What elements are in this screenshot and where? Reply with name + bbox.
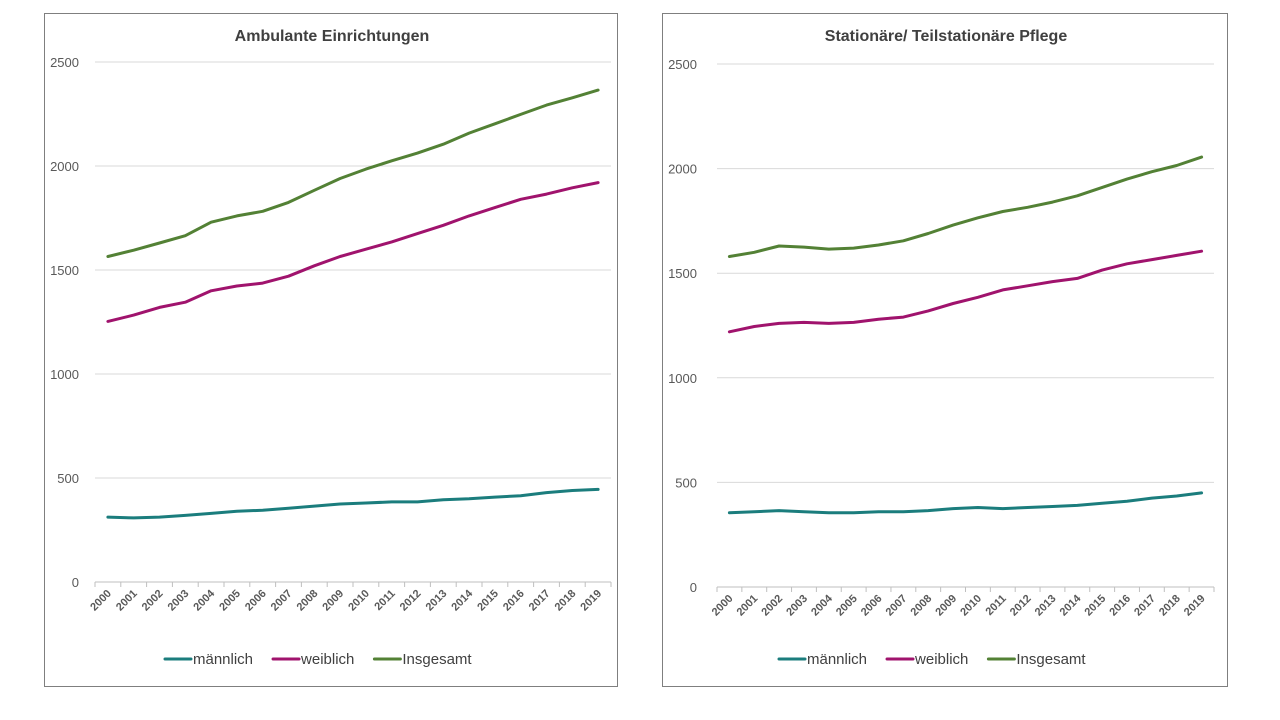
legend-label-2: weiblich: [914, 651, 968, 668]
x-tick-label: 2000: [710, 593, 736, 619]
y-tick-label: 1500: [50, 263, 79, 278]
y-tick-label: 2500: [50, 55, 79, 70]
chart-panel-ambulante: Ambulante Einrichtungen 0 500 1000 1500 2000 2…: [44, 13, 618, 687]
x-tick-label: 2015: [1082, 593, 1108, 619]
x-tick-label: 2015: [475, 588, 501, 614]
y-tick-label: 1000: [668, 371, 697, 386]
x-tick-label: 2002: [759, 593, 785, 619]
x-tick-label: 2008: [295, 588, 321, 614]
legend-label-1: männlich: [193, 651, 253, 668]
x-tick-label: 2010: [958, 593, 984, 619]
x-tick-label: 2019: [578, 588, 604, 614]
x-tick-label: 2016: [1107, 593, 1133, 619]
y-tick-label: 0: [690, 580, 697, 595]
x-tick-label: 2007: [269, 588, 295, 614]
x-tick-label: 2012: [398, 588, 424, 614]
series-line-3: [106, 88, 600, 258]
chart-stationaere-svg: Stationäre/ Teilstationäre Pflege 0 500 100…: [668, 28, 1215, 668]
x-tick-label: 2014: [449, 587, 475, 613]
x-tick-label: 2005: [834, 593, 860, 619]
x-tick-label: 2000: [88, 588, 114, 614]
x-tick-label: 2016: [501, 588, 527, 614]
y-tick-label: 2000: [668, 162, 697, 177]
x-tick-label: 2001: [114, 588, 140, 614]
x-tick-label: 2006: [859, 593, 885, 619]
x-tick-label: 2008: [909, 593, 935, 619]
y-tick-label: 2000: [50, 159, 79, 174]
legend-label-1: männlich: [807, 651, 867, 668]
chart-title: Ambulante Einrichtungen: [235, 28, 430, 45]
x-tick-label: 2002: [140, 588, 166, 614]
y-tick-label: 0: [72, 575, 79, 590]
x-tick-label: 2018: [1157, 593, 1183, 619]
x-tick-label: 2010: [346, 588, 372, 614]
x-tick-label: 2004: [191, 587, 217, 613]
x-tick-label: 2013: [424, 588, 450, 614]
legend-label-2: weiblich: [300, 651, 354, 668]
x-tick-label: 2003: [784, 593, 810, 619]
chart-title: Stationäre/ Teilstationäre Pflege: [825, 28, 1068, 45]
chart-panel-stationaere: Stationäre/ Teilstationäre Pflege 0 500 100…: [662, 13, 1228, 687]
y-tick-label: 1000: [50, 367, 79, 382]
x-tick-label: 2018: [553, 588, 579, 614]
x-tick-label: 2013: [1033, 593, 1059, 619]
series-line-3: [727, 155, 1204, 258]
series-line-2: [727, 249, 1204, 334]
x-tick-label: 2005: [217, 588, 243, 614]
legend-label-3: Insgesamt: [1016, 651, 1086, 668]
x-tick-label: 2006: [243, 588, 269, 614]
x-tick-label: 2003: [166, 588, 192, 614]
y-tick-label: 1500: [668, 266, 697, 281]
x-tick-label: 2019: [1182, 593, 1208, 619]
x-tick-label: 2017: [527, 588, 553, 614]
series-line-1: [727, 491, 1204, 515]
series-line-2: [106, 181, 600, 323]
chart-ambulante-svg: Ambulante Einrichtungen05001000150020002…: [50, 28, 612, 668]
series-line-1: [106, 487, 600, 520]
y-tick-label: 2500: [668, 57, 697, 72]
y-tick-label: 500: [675, 475, 697, 490]
x-tick-label: 2009: [933, 593, 959, 619]
x-tick-label: 2009: [320, 588, 346, 614]
legend-label-3: Insgesamt: [402, 651, 472, 668]
x-tick-label: 2001: [735, 593, 761, 619]
x-tick-label: 2004: [809, 592, 835, 618]
x-tick-label: 2007: [884, 593, 910, 619]
x-tick-label: 2012: [1008, 593, 1034, 619]
x-tick-label: 2011: [372, 588, 397, 613]
x-tick-label: 2017: [1132, 593, 1158, 619]
x-tick-label: 2011: [984, 593, 1009, 618]
x-tick-label: 2014: [1058, 592, 1084, 618]
y-tick-label: 500: [57, 471, 79, 486]
